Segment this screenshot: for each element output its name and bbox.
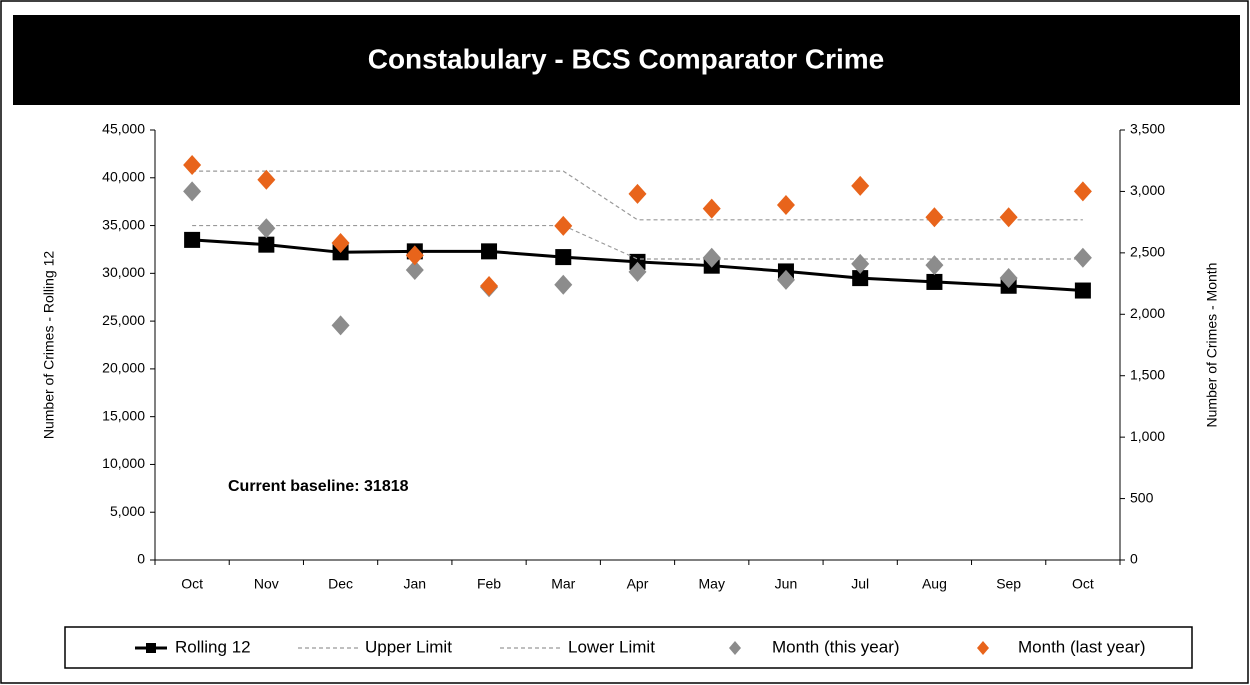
series-marker	[1074, 282, 1091, 299]
series-marker	[776, 194, 795, 215]
x-tick-label: Sep	[996, 576, 1021, 592]
legend-label: Lower Limit	[568, 637, 655, 656]
series-marker	[628, 183, 647, 204]
series-marker	[1073, 181, 1092, 202]
series-marker	[999, 268, 1018, 289]
y-tick-label: 45,000	[102, 121, 145, 137]
title-bar	[13, 15, 1240, 105]
series-marker	[257, 218, 276, 239]
series-marker	[629, 253, 646, 270]
series-marker	[702, 198, 721, 219]
series-marker	[183, 155, 202, 176]
legend-label: Month (last year)	[1018, 637, 1146, 656]
series-marker	[628, 261, 647, 282]
y-tick-label: 30,000	[102, 264, 145, 280]
y-tick-label: 5,000	[110, 503, 145, 519]
series-marker	[851, 253, 870, 274]
x-tick-label: May	[699, 576, 725, 592]
series-marker	[257, 169, 276, 190]
series-marker	[554, 274, 573, 295]
x-tick-label: Aug	[922, 576, 947, 592]
series-marker	[926, 273, 943, 290]
x-tick-label: Dec	[328, 576, 353, 592]
series-marker	[999, 207, 1018, 228]
x-tick-label: Jan	[404, 576, 427, 592]
x-tick-label: Jun	[775, 576, 798, 592]
series-marker	[331, 315, 350, 336]
legend-swatch	[729, 641, 741, 655]
y-tick-label: 20,000	[102, 360, 145, 376]
legend-label: Rolling 12	[175, 637, 251, 656]
series-marker	[258, 236, 275, 253]
legend-swatch	[977, 641, 989, 655]
y-tick-label: 35,000	[102, 216, 145, 232]
series-marker	[481, 243, 498, 260]
series-marker	[776, 269, 795, 290]
y-axis-label: Number of Crimes - Rolling 12	[41, 251, 57, 439]
y-tick-label: 10,000	[102, 455, 145, 471]
series-marker	[925, 255, 944, 276]
legend-label: Upper Limit	[365, 637, 452, 656]
y2-tick-label: 2,000	[1130, 305, 1165, 321]
y2-tick-label: 2,500	[1130, 244, 1165, 260]
x-tick-label: Oct	[1072, 576, 1094, 592]
x-tick-label: Apr	[627, 576, 649, 592]
y-tick-label: 25,000	[102, 312, 145, 328]
series-marker	[702, 247, 721, 268]
series-marker	[1073, 247, 1092, 268]
legend-label: Month (this year)	[772, 637, 900, 656]
series-marker	[184, 231, 201, 248]
series-marker	[852, 270, 869, 287]
y2-axis-label: Number of Crimes - Month	[1204, 263, 1220, 428]
series-marker	[555, 249, 572, 266]
y-tick-label: 15,000	[102, 407, 145, 423]
x-tick-label: Nov	[254, 576, 279, 592]
x-tick-label: Jul	[851, 576, 869, 592]
legend	[64, 626, 1193, 669]
series-marker	[405, 245, 424, 266]
y-tick-label: 0	[137, 551, 145, 567]
series-marker	[925, 207, 944, 228]
series-marker	[480, 276, 499, 297]
legend-swatch	[146, 643, 156, 653]
x-tick-label: Oct	[181, 576, 203, 592]
x-tick-label: Mar	[551, 576, 575, 592]
y2-tick-label: 3,000	[1130, 182, 1165, 198]
series-marker	[405, 260, 424, 281]
series-marker	[851, 175, 870, 196]
annotation: Current baseline: 31818	[228, 478, 409, 495]
y2-tick-label: 1,500	[1130, 366, 1165, 382]
series-marker	[331, 233, 350, 254]
y2-tick-label: 3,500	[1130, 121, 1165, 137]
y-tick-label: 40,000	[102, 168, 145, 184]
series-marker	[183, 181, 202, 202]
chart-title: Constabulary - BCS Comparator Crime	[368, 43, 885, 74]
y2-tick-label: 500	[1130, 489, 1154, 505]
x-tick-label: Feb	[477, 576, 501, 592]
y2-tick-label: 1,000	[1130, 428, 1165, 444]
series-marker	[554, 215, 573, 236]
y2-tick-label: 0	[1130, 551, 1138, 567]
